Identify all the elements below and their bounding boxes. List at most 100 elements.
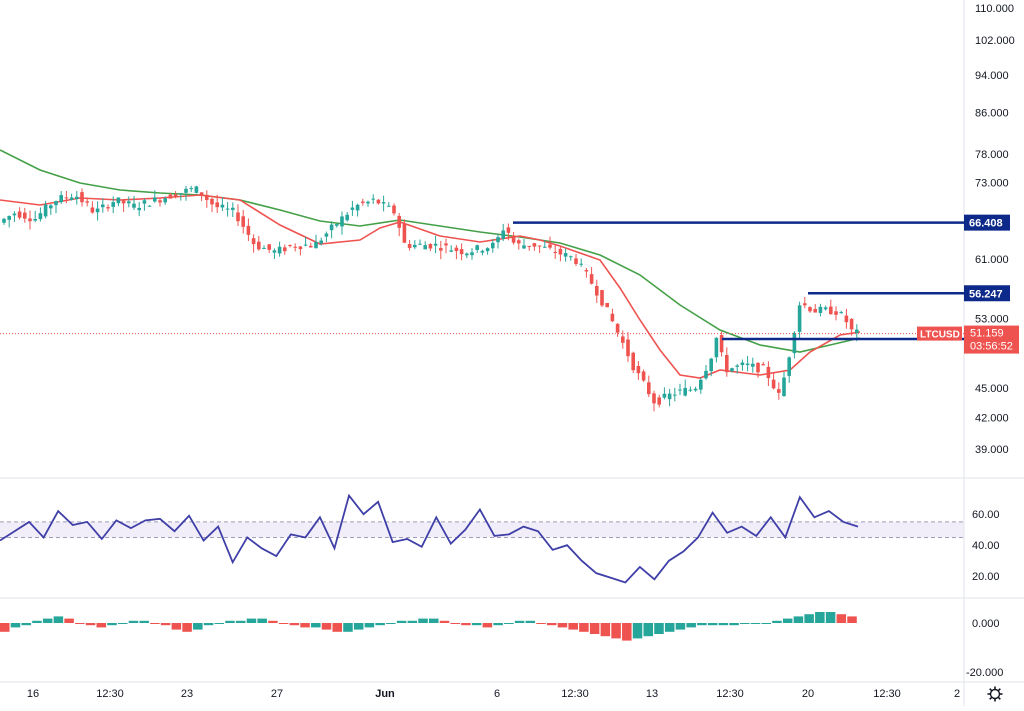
candle-body <box>615 323 620 333</box>
candle-body <box>563 253 568 257</box>
histogram-bar <box>75 623 85 624</box>
candle-body <box>751 363 755 367</box>
histogram-bar <box>321 623 332 630</box>
histogram-bar <box>160 623 171 626</box>
histogram-bar <box>825 612 836 623</box>
candle-body <box>454 247 459 252</box>
candle-body <box>324 233 329 237</box>
candle-body <box>132 203 136 208</box>
histogram-bar <box>289 623 300 626</box>
candle-body <box>2 218 6 223</box>
rsi-tick-label: 60.00 <box>972 509 1000 521</box>
candle-body <box>7 216 11 220</box>
candle-body <box>64 197 69 199</box>
histogram-bar <box>482 623 493 628</box>
candle-body <box>730 368 734 372</box>
candle-body <box>17 211 22 218</box>
candle-body <box>849 318 854 330</box>
candle-body <box>236 212 240 222</box>
histogram-bar <box>182 623 192 632</box>
candle-body <box>168 194 173 199</box>
candle-body <box>709 358 713 372</box>
histogram-bar <box>311 623 321 628</box>
candle-body <box>444 243 448 246</box>
price-tick-label: 110.000 <box>975 3 1014 15</box>
candle-body <box>569 256 573 258</box>
histogram-bar <box>664 623 675 632</box>
candle-body <box>610 313 615 322</box>
histogram-bar <box>343 623 353 632</box>
candle-body <box>194 186 199 193</box>
time-tick-label: 12:30 <box>873 688 901 700</box>
candle-body <box>719 335 724 353</box>
last-price-value: 51.159 <box>970 328 1004 340</box>
time-tick-label: 12:30 <box>716 688 744 700</box>
time-tick-label: 12:30 <box>561 688 589 700</box>
histogram-bar <box>21 623 31 626</box>
candle-body <box>184 188 188 193</box>
histogram-bar <box>654 623 664 634</box>
candle-body <box>600 290 604 306</box>
level-label: 56.247 <box>969 288 1003 300</box>
rsi-tick-label: 20.00 <box>972 571 1000 583</box>
candle-body <box>532 243 537 247</box>
candle-body <box>33 218 37 221</box>
candle-body <box>267 244 271 250</box>
histogram-bar <box>42 618 53 623</box>
histogram-bar <box>622 623 632 641</box>
candle-body <box>298 246 303 250</box>
histogram-bar <box>171 623 182 630</box>
histogram-bar <box>278 623 289 624</box>
histogram-bar <box>536 623 546 624</box>
candle-body <box>95 208 100 213</box>
candle-body <box>376 199 381 204</box>
candle-body <box>766 366 771 379</box>
candle-body <box>319 240 323 244</box>
hist-tick-label: 0.000 <box>972 618 1000 630</box>
candle-body <box>210 198 214 205</box>
candle-body <box>147 205 152 207</box>
histogram-bar <box>643 623 654 637</box>
candle-body <box>641 371 646 381</box>
histogram-bar <box>697 623 707 626</box>
level-label-bg <box>964 214 1010 231</box>
candle-body <box>595 285 599 296</box>
candle-body <box>647 382 651 395</box>
candle-body <box>693 388 698 391</box>
time-tick-label: 16 <box>27 688 39 700</box>
candle-body <box>480 250 485 253</box>
last-price-box <box>964 325 1019 354</box>
histogram-bar <box>632 623 643 639</box>
candle-body <box>548 244 552 248</box>
candle-body <box>241 216 245 227</box>
candle-body <box>636 365 641 374</box>
candle-body <box>589 274 594 284</box>
candle-body <box>116 197 121 204</box>
candle-body <box>54 201 58 206</box>
candle-body <box>688 389 693 391</box>
candle-body <box>246 225 251 235</box>
candle-body <box>537 245 542 247</box>
time-tick-label: 13 <box>646 688 658 700</box>
candle-body <box>433 243 438 246</box>
histogram-bar <box>396 620 407 623</box>
candle-body <box>485 248 490 252</box>
candle-body <box>459 249 464 255</box>
candle-body <box>558 248 563 255</box>
candle-body <box>205 194 209 201</box>
gear-icon-tooth <box>989 688 993 692</box>
histogram-bar <box>439 620 450 623</box>
histogram-bar <box>268 620 278 623</box>
candle-body <box>678 389 682 391</box>
histogram-bar <box>107 623 117 626</box>
candle-body <box>787 357 791 376</box>
candle-body <box>189 188 193 190</box>
histogram-bar <box>772 620 782 623</box>
histogram-bar <box>364 623 375 628</box>
histogram-bar <box>525 620 536 623</box>
gear-icon[interactable] <box>987 686 1003 702</box>
candle-body <box>725 354 729 373</box>
histogram-bar <box>53 616 64 623</box>
candle-body <box>683 387 687 396</box>
